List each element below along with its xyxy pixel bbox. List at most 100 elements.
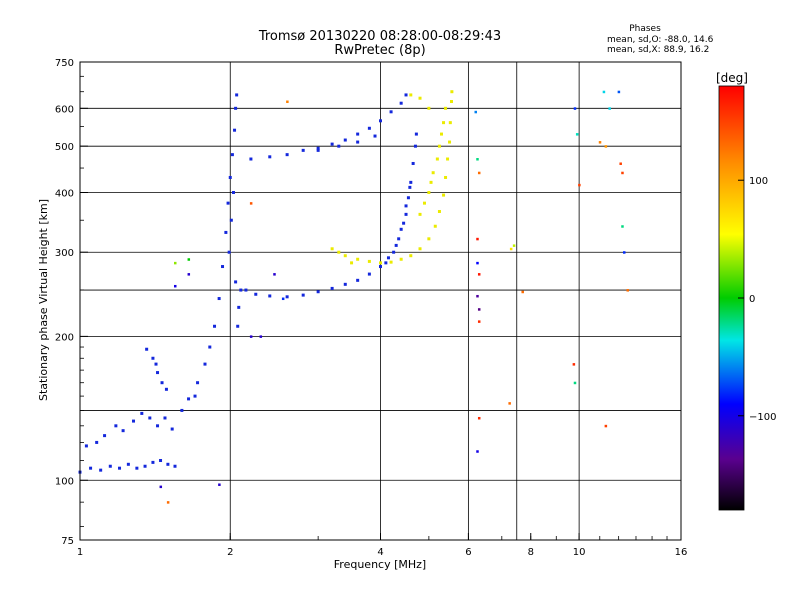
- data-point-noise: [159, 485, 163, 489]
- data-point-o: [389, 110, 393, 114]
- data-point-o: [236, 324, 240, 328]
- data-point-o: [268, 294, 272, 298]
- x-axis-label: Frequency [MHz]: [334, 558, 426, 571]
- data-point-noise: [578, 183, 581, 187]
- data-point-noise: [572, 363, 576, 366]
- data-point-x: [337, 250, 341, 254]
- data-point-o: [249, 157, 253, 161]
- data-point-x: [444, 175, 448, 179]
- data-point-noise: [474, 110, 477, 114]
- data-point-noise: [608, 107, 611, 110]
- data-point-o: [231, 190, 235, 194]
- x-tick-label: 2: [227, 547, 233, 558]
- y-tick-label: 600: [55, 104, 74, 115]
- data-points: [78, 90, 629, 504]
- data-point-x: [389, 260, 393, 264]
- data-point-o: [409, 180, 413, 184]
- data-point-o: [159, 458, 163, 462]
- data-point-o: [217, 297, 221, 301]
- data-point-o: [229, 218, 233, 222]
- colorbar-ticks: 100 0 −100: [738, 176, 776, 423]
- x-tick-label: 4: [377, 547, 383, 558]
- y-axis-ticks: 75 100 200 300 400 500 600 750: [55, 58, 88, 547]
- colorbar-unit: [deg]: [716, 71, 748, 85]
- data-point-o: [234, 106, 238, 110]
- data-point-o: [173, 464, 177, 468]
- plot-grid: [80, 61, 681, 540]
- data-point-o: [187, 397, 191, 401]
- data-point-o: [330, 286, 334, 290]
- data-point-x: [343, 254, 347, 258]
- data-point-noise: [477, 320, 481, 323]
- data-point-noise: [521, 290, 524, 294]
- data-point-x: [356, 257, 360, 261]
- data-point-noise: [626, 289, 629, 292]
- data-point-o: [226, 201, 230, 205]
- chart-title-line1: Tromsø 20130220 08:28:00-08:29:43: [258, 29, 501, 44]
- data-point-noise: [281, 297, 285, 301]
- data-point-o: [89, 466, 93, 470]
- data-point-noise: [249, 335, 253, 338]
- data-point-o: [330, 142, 334, 146]
- data-point-o: [285, 153, 289, 157]
- data-point-o: [227, 250, 231, 254]
- data-point-noise: [477, 273, 481, 276]
- data-point-o: [316, 290, 320, 294]
- data-point-noise: [477, 171, 481, 175]
- data-point-x: [427, 190, 431, 194]
- data-point-o: [84, 444, 88, 448]
- data-point-o: [404, 204, 408, 208]
- data-point-noise: [573, 381, 577, 385]
- data-point-o: [121, 429, 125, 433]
- data-point-o: [343, 282, 347, 286]
- data-point-o: [140, 411, 144, 415]
- data-point-x: [418, 247, 422, 251]
- colorbar-tick-label: −100: [749, 412, 776, 423]
- data-point-o: [164, 387, 168, 391]
- data-point-o: [254, 292, 258, 296]
- data-point-noise: [477, 308, 481, 311]
- data-point-o: [343, 138, 347, 142]
- data-point-x: [427, 237, 431, 241]
- x-axis-ticks: 1 2 4 6 8 10 16: [77, 533, 687, 558]
- data-point-o: [379, 119, 382, 123]
- data-point-noise: [166, 501, 170, 504]
- data-point-noise: [187, 258, 191, 261]
- data-point-o: [239, 288, 243, 292]
- data-point-x: [379, 261, 382, 265]
- data-point-noise: [573, 107, 577, 110]
- data-point-o: [301, 293, 305, 297]
- y-tick-label: 200: [55, 332, 74, 343]
- data-point-noise: [273, 273, 276, 276]
- phase-header: Phases: [629, 24, 661, 34]
- data-point-noise: [575, 133, 579, 136]
- data-point-o: [145, 347, 149, 351]
- data-point-noise: [617, 90, 621, 94]
- data-point-o: [411, 161, 415, 165]
- data-point-o: [208, 345, 212, 349]
- data-point-noise: [621, 171, 624, 175]
- data-point-o: [114, 424, 118, 428]
- data-point-o: [233, 128, 237, 132]
- data-point-o: [228, 175, 232, 179]
- data-point-o: [180, 408, 184, 412]
- data-point-o: [224, 230, 228, 234]
- data-point-o: [316, 146, 320, 150]
- data-point-x: [399, 257, 403, 261]
- data-point-noise: [621, 225, 624, 228]
- data-point-o: [379, 265, 382, 269]
- data-point-x: [448, 140, 452, 144]
- data-point-o: [196, 381, 200, 385]
- data-point-o: [397, 237, 401, 241]
- data-point-noise: [476, 261, 479, 265]
- x-tick-label: 6: [465, 547, 471, 558]
- data-point-o: [367, 272, 371, 276]
- data-point-o: [193, 394, 197, 398]
- data-point-x: [435, 157, 439, 161]
- data-point-o: [103, 434, 107, 438]
- data-point-o: [235, 93, 239, 97]
- phase-colorbar: [deg] 100 0 −100: [716, 71, 776, 511]
- data-point-noise: [619, 162, 622, 165]
- data-point-noise: [598, 141, 602, 144]
